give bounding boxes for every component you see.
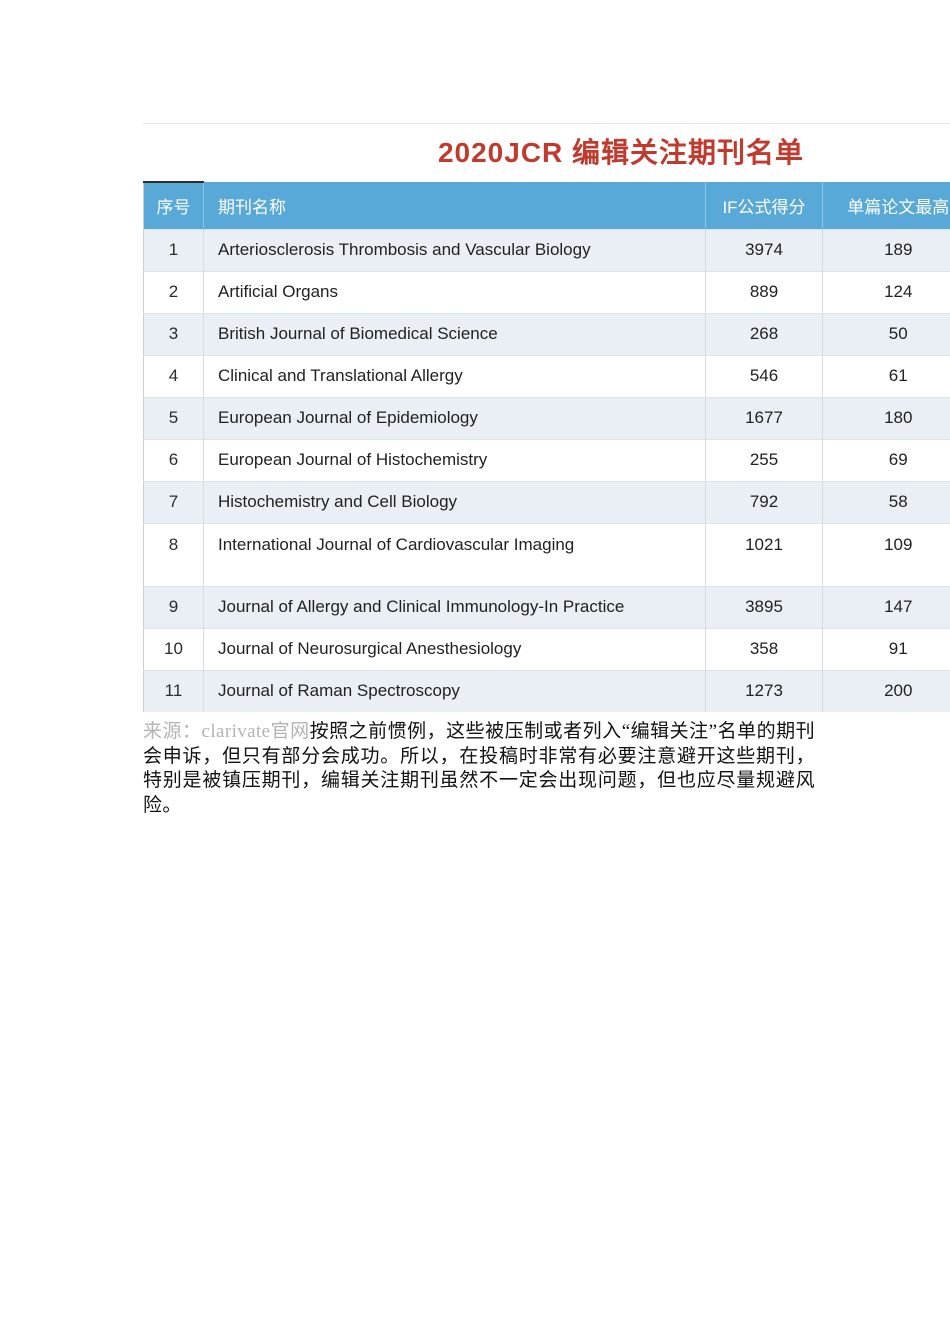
max-citation: 189 <box>822 228 950 271</box>
if-score: 792 <box>705 480 823 523</box>
table-row: 4 Clinical and Translational Allergy 546… <box>143 354 950 397</box>
header-max-citation: 单篇论文最高 <box>822 182 950 229</box>
journal-name: Arteriosclerosis Thrombosis and Vascular… <box>203 228 706 271</box>
table-row: 3 British Journal of Biomedical Science … <box>143 312 950 355</box>
journal-name: European Journal of Histochemistry <box>203 438 706 481</box>
row-index: 9 <box>143 585 204 628</box>
header-index: 序号 <box>143 181 204 229</box>
journal-name: Journal of Raman Spectroscopy <box>203 669 706 712</box>
if-score: 1273 <box>705 669 823 712</box>
row-index: 2 <box>143 270 204 313</box>
journal-name: Histochemistry and Cell Biology <box>203 480 706 523</box>
if-score: 889 <box>705 270 823 313</box>
row-index: 1 <box>143 228 204 271</box>
row-index: 4 <box>143 354 204 397</box>
source-label: 来源：clarivate官网 <box>143 721 310 742</box>
row-index: 6 <box>143 438 204 481</box>
if-score: 546 <box>705 354 823 397</box>
row-index: 8 <box>143 522 204 586</box>
max-citation: 147 <box>822 585 950 628</box>
max-citation: 91 <box>822 627 950 670</box>
max-citation: 58 <box>822 480 950 523</box>
table-header-row: 序号 期刊名称 IF公式得分 单篇论文最高 <box>143 181 950 229</box>
table-row: 1 Arteriosclerosis Thrombosis and Vascul… <box>143 228 950 271</box>
if-score: 1021 <box>705 522 823 586</box>
max-citation: 69 <box>822 438 950 481</box>
journal-name: European Journal of Epidemiology <box>203 396 706 439</box>
table-row: 11 Journal of Raman Spectroscopy 1273 20… <box>143 669 950 712</box>
max-citation: 124 <box>822 270 950 313</box>
max-citation: 180 <box>822 396 950 439</box>
if-score: 255 <box>705 438 823 481</box>
journal-name: Artificial Organs <box>203 270 706 313</box>
row-index: 7 <box>143 480 204 523</box>
row-index: 10 <box>143 627 204 670</box>
table-row: 10 Journal of Neurosurgical Anesthesiolo… <box>143 627 950 670</box>
footnote: 来源：clarivate官网按照之前惯例，这些被压制或者列入“编辑关注”名单的期… <box>143 720 815 818</box>
if-score: 268 <box>705 312 823 355</box>
if-score: 3895 <box>705 585 823 628</box>
if-score: 358 <box>705 627 823 670</box>
table-row: 8 International Journal of Cardiovascula… <box>143 522 950 586</box>
note-text: 按照之前惯例，这些被压制或者列入“编辑关注”名单的期刊会申诉，但只有部分会成功。… <box>143 721 815 816</box>
max-citation: 61 <box>822 354 950 397</box>
article-content: 2020JCR 编辑关注期刊名单 序号 期刊名称 IF公式得分 单篇论文最高 1… <box>143 123 950 818</box>
row-index: 3 <box>143 312 204 355</box>
table-row: 7 Histochemistry and Cell Biology 792 58 <box>143 480 950 523</box>
page-title: 2020JCR 编辑关注期刊名单 <box>437 137 805 168</box>
row-index: 5 <box>143 396 204 439</box>
if-score: 1677 <box>705 396 823 439</box>
journal-table: 序号 期刊名称 IF公式得分 单篇论文最高 1 Arteriosclerosis… <box>143 181 950 712</box>
row-index: 11 <box>143 669 204 712</box>
header-journal-name: 期刊名称 <box>203 182 706 229</box>
if-score: 3974 <box>705 228 823 271</box>
journal-name: British Journal of Biomedical Science <box>203 312 706 355</box>
journal-name: International Journal of Cardiovascular … <box>203 522 706 586</box>
max-citation: 109 <box>822 522 950 586</box>
header-if-score: IF公式得分 <box>705 182 823 229</box>
table-row: 9 Journal of Allergy and Clinical Immuno… <box>143 585 950 628</box>
divider <box>143 123 950 124</box>
journal-name: Journal of Allergy and Clinical Immunolo… <box>203 585 706 628</box>
table-row: 5 European Journal of Epidemiology 1677 … <box>143 396 950 439</box>
max-citation: 200 <box>822 669 950 712</box>
table-row: 6 European Journal of Histochemistry 255… <box>143 438 950 481</box>
max-citation: 50 <box>822 312 950 355</box>
table-row: 2 Artificial Organs 889 124 <box>143 270 950 313</box>
journal-name: Clinical and Translational Allergy <box>203 354 706 397</box>
journal-name: Journal of Neurosurgical Anesthesiology <box>203 627 706 670</box>
